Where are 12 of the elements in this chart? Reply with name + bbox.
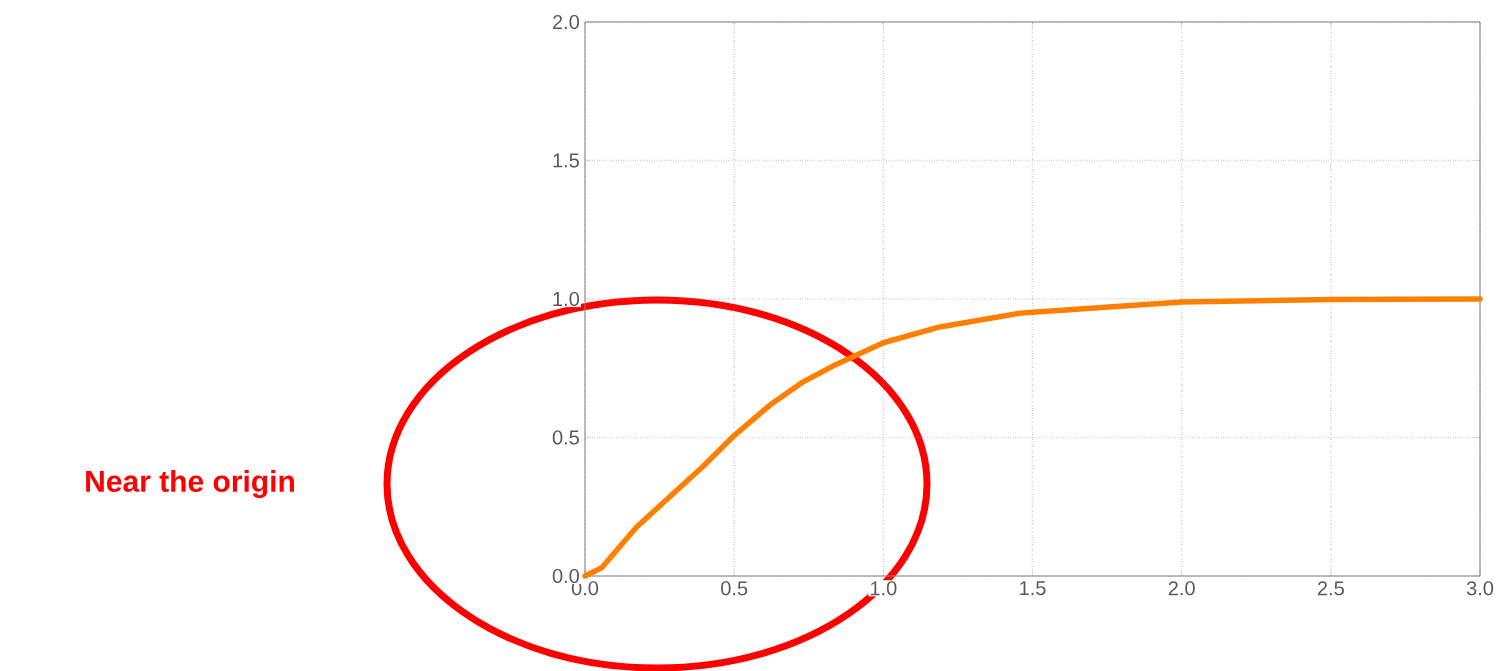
y-tick-label: 0.0 [552, 568, 580, 584]
x-tick-label: 0.5 [721, 581, 748, 596]
y-tick-label: 0.5 [552, 430, 579, 445]
x-tick-label: 1.0 [870, 581, 897, 596]
x-tick-label: 2.0 [1168, 581, 1195, 596]
x-tick-label: 3.0 [1466, 581, 1494, 596]
text: Near the origin [86, 469, 294, 499]
y-tick-label: 2.0 [553, 14, 580, 30]
y-tick-label: 1.5 [553, 153, 579, 168]
x-tick-label: 2.5 [1317, 581, 1344, 596]
y-tick-label: 1.0 [553, 291, 580, 307]
x-tick-label: 1.5 [1020, 581, 1046, 596]
